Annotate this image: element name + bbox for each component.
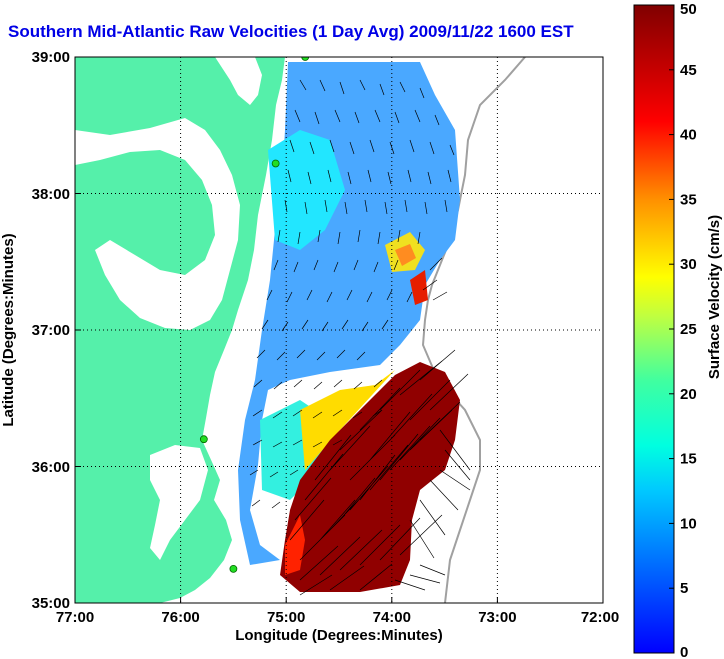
colorbar-ticks: 0 5 10 15 20 25 30 35 40 45 50 xyxy=(669,1,697,659)
radar-station-marker xyxy=(199,435,208,444)
bathymetry-contour xyxy=(421,57,526,603)
colorbar-tick-label: 35 xyxy=(680,191,697,208)
x-tick-label: 75:00 xyxy=(267,609,305,626)
y-tick-label: 37:00 xyxy=(32,322,70,339)
colorbar-tick-label: 50 xyxy=(680,1,697,18)
x-tick-label: 77:00 xyxy=(56,609,94,626)
colorbar xyxy=(633,4,675,654)
velocity-patch-yellow-south xyxy=(300,370,395,470)
colorbar-tick-label: 40 xyxy=(680,127,697,144)
axis-ticks xyxy=(75,193,498,603)
colorbar-tick-label: 5 xyxy=(680,580,688,597)
colorbar-tick-label: 0 xyxy=(680,644,688,659)
velocity-patch-red xyxy=(410,270,428,305)
radar-station-marker xyxy=(271,159,280,168)
bay-water xyxy=(75,118,240,330)
colorbar-tick-label: 20 xyxy=(680,386,697,403)
x-tick-label: 72:00 xyxy=(581,609,619,626)
colorbar-label: Surface Velocity (cm/s) xyxy=(706,215,723,379)
velocity-vectors-core xyxy=(289,349,471,596)
radar-station-marker xyxy=(229,564,238,573)
station-markers xyxy=(199,57,310,573)
colorbar-tick-label: 25 xyxy=(680,321,697,338)
y-axis-label: Latitude (Degrees:Minutes) xyxy=(0,233,17,426)
x-tick-label: 74:00 xyxy=(373,609,411,626)
radar-station-marker xyxy=(301,57,310,61)
y-tick-label: 35:00 xyxy=(32,595,70,612)
y-tick-label: 38:00 xyxy=(32,186,70,203)
x-tick-label: 73:00 xyxy=(478,609,516,626)
y-tick-label: 36:00 xyxy=(32,459,70,476)
colorbar-tick-label: 30 xyxy=(680,256,697,273)
x-axis-label: Longitude (Degrees:Minutes) xyxy=(235,627,443,644)
velocity-patch-orange xyxy=(395,244,416,266)
delaware-bay-water xyxy=(215,57,262,105)
velocity-vectors xyxy=(249,79,455,509)
y-tick-label: 39:00 xyxy=(32,49,70,66)
colorbar-tick-label: 10 xyxy=(680,515,697,532)
map-grid xyxy=(75,57,603,603)
colorbar-tick-label: 45 xyxy=(680,62,697,79)
map-title: Southern Mid-Atlantic Raw Velocities (1 … xyxy=(8,22,574,41)
velocity-patch-cyan xyxy=(268,130,345,250)
colorbar-tick-label: 15 xyxy=(680,451,697,468)
sound-water xyxy=(150,445,208,560)
x-tick-label: 76:00 xyxy=(161,609,199,626)
